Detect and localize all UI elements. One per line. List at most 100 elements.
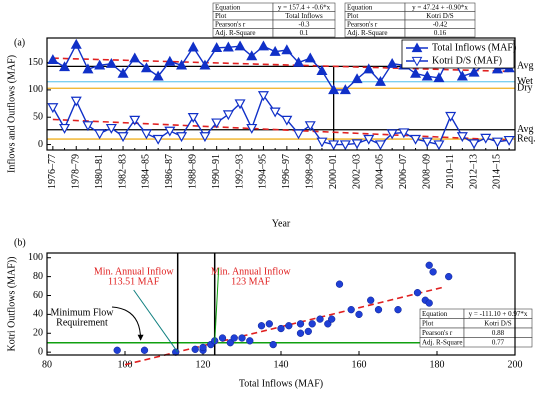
table-text: Plot — [422, 319, 433, 327]
x-tick-label: 120 — [196, 359, 211, 370]
x-axis-title: Year — [272, 218, 291, 229]
marker — [246, 50, 258, 61]
annotation: Requirement — [56, 317, 108, 328]
marker — [257, 40, 269, 51]
marker — [222, 41, 234, 52]
marker — [152, 134, 164, 145]
table-text: Plot — [215, 12, 226, 20]
scatter-point — [246, 337, 254, 345]
marker — [187, 41, 199, 52]
marker — [70, 96, 82, 107]
scatter-point — [238, 334, 246, 342]
table-text: 0.1 — [300, 29, 309, 37]
y-tick-label: 60 — [33, 290, 43, 301]
marker — [339, 84, 351, 95]
marker — [398, 128, 410, 139]
y-tick-label: 80 — [33, 271, 43, 282]
scatter-point — [335, 280, 344, 288]
x-tick-label: 1990–91 — [211, 154, 222, 189]
table-text: Equation — [347, 3, 373, 11]
marker — [480, 133, 492, 144]
scatter-point — [394, 306, 402, 314]
marker — [47, 54, 59, 65]
marker — [293, 56, 305, 67]
marker — [456, 70, 468, 81]
scatter-point — [316, 315, 324, 323]
y-axis-title: Kotri Outflows (MAF)) — [6, 257, 17, 352]
legend-label: Kotri D/S (MAF) — [432, 55, 502, 66]
trend-line — [52, 57, 510, 73]
reference-label: Dry — [517, 83, 533, 94]
marker — [386, 129, 398, 140]
table-cell — [463, 337, 533, 348]
marker — [82, 121, 94, 132]
marker — [269, 45, 281, 56]
marker — [234, 99, 246, 110]
table-cell — [272, 28, 336, 38]
reference-label: Req. — [517, 133, 536, 144]
annotation: Min. Annual Inflow — [94, 266, 174, 277]
scatter-point — [425, 299, 433, 307]
marker — [199, 132, 211, 143]
x-tick-label: 1978–79 — [71, 154, 82, 189]
x-tick-label: 1982–83 — [117, 154, 128, 189]
y-tick-label: 150 — [28, 57, 43, 68]
y-tick-label: 0 — [38, 139, 43, 150]
scatter-point — [226, 339, 234, 347]
table-text: 0.88 — [492, 329, 505, 337]
plot-frame — [46, 252, 516, 356]
x-tick-label: 1992–93 — [234, 154, 245, 189]
marker — [82, 63, 94, 74]
marker — [211, 42, 223, 53]
marker — [47, 103, 59, 114]
x-tick-label: 2014–15 — [492, 154, 503, 189]
legend-box — [401, 39, 515, 69]
x-tick-label: 1984–85 — [141, 154, 152, 189]
marker — [59, 123, 71, 134]
reference-label: Avg — [517, 61, 533, 72]
reference-label: Wet — [517, 76, 533, 87]
table-text: Adj. R-Square — [347, 29, 387, 37]
scatter-point — [328, 315, 336, 323]
x-axis-title: Total Inflows (MAF) — [239, 378, 323, 389]
marker — [94, 59, 106, 70]
table-text: Equation — [215, 3, 241, 11]
marker — [70, 38, 82, 49]
scatter-point — [285, 322, 293, 330]
scatter-point — [265, 320, 273, 328]
scatter-point — [304, 327, 312, 336]
x-tick-label: 2008–09 — [422, 154, 433, 189]
y-tick-label: 100 — [28, 84, 43, 95]
x-tick-label: 2004–05 — [375, 154, 386, 189]
marker — [468, 139, 480, 150]
marker — [386, 57, 398, 68]
marker — [363, 134, 375, 145]
x-tick-label: 160 — [352, 359, 367, 370]
marker — [246, 123, 258, 134]
marker — [117, 67, 129, 78]
x-tick-label: 2002–03 — [351, 154, 362, 189]
table-text: Pearson's r — [215, 20, 246, 28]
marker — [433, 140, 445, 151]
x-tick-label: 140 — [274, 359, 289, 370]
x-tick-label: 2010–11 — [445, 154, 456, 189]
annotation: 123 MAF — [231, 276, 271, 287]
table-text: y = 157.4 + -0.6*x — [278, 3, 331, 11]
marker — [351, 139, 363, 150]
x-tick-label: 1994–95 — [258, 154, 269, 189]
marker — [445, 111, 457, 122]
series-line — [52, 93, 510, 146]
table-text: Kotri D/S — [484, 319, 512, 327]
plot-frame — [46, 37, 516, 151]
marker — [105, 57, 117, 68]
table-text: Kotri D/S — [426, 12, 454, 20]
legend-marker — [411, 56, 423, 67]
marker — [363, 63, 375, 74]
panel-label: (a) — [14, 37, 25, 48]
reference-label: Avg — [517, 124, 533, 135]
marker — [94, 129, 106, 140]
y-axis-title: Inflows and Outflows (MAF) — [6, 55, 17, 173]
scatter-point — [355, 310, 363, 319]
legend-label: Total Inflows (MAF) — [432, 42, 516, 53]
